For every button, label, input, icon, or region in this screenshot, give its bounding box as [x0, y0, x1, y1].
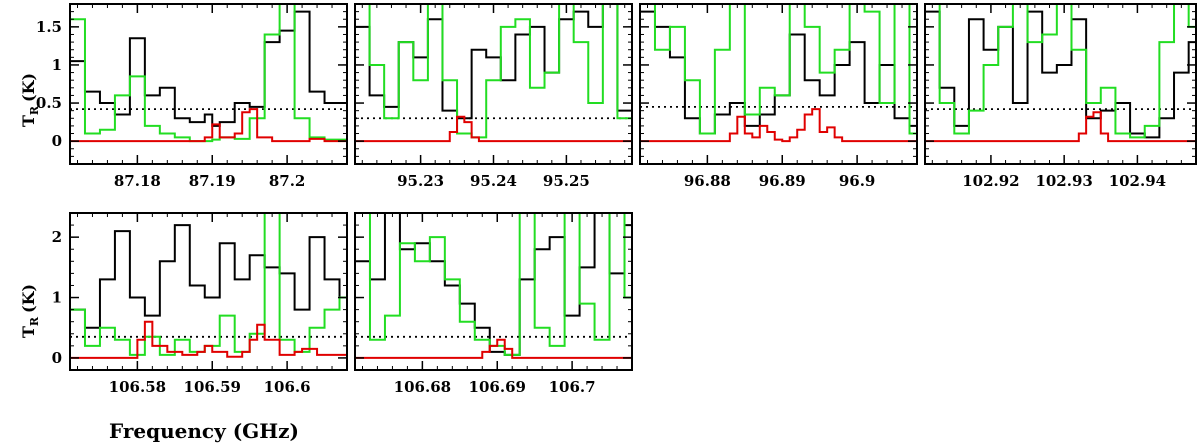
spectrum-series-2 — [70, 4, 347, 143]
y-tick-label: 0.5 — [36, 94, 62, 112]
x-tick-label: 102.94 — [1109, 172, 1166, 190]
spectrum-series-2 — [355, 4, 632, 139]
x-tick-label: 95.23 — [397, 172, 444, 190]
x-tick-label: 95.24 — [470, 172, 517, 190]
spectrum-series-2 — [355, 213, 632, 356]
x-tick-label: 96.9 — [839, 172, 876, 190]
spectrum-panel-5: 106.58 106.59 106.6 0 1 2 — [52, 212, 348, 396]
spectrum-series-3 — [355, 338, 632, 359]
plot-area — [70, 4, 347, 143]
panel-frame — [69, 212, 348, 371]
y-tick-label: 2 — [52, 228, 62, 246]
spectrum-series-1 — [925, 10, 1196, 139]
y-axis-title-top: TR (K) — [19, 73, 41, 127]
panel-frame — [924, 3, 1197, 165]
plot-area — [640, 4, 917, 143]
panel-frame — [69, 3, 348, 165]
svg-text:TR(K): TR (K) — [19, 284, 41, 338]
spectrum-series-1 — [70, 224, 347, 329]
x-tick-label: 106.6 — [264, 378, 311, 396]
x-tick-label: 95.25 — [543, 172, 590, 190]
spectrum-panel-1: 87.18 87.19 87.2 0 0.5 1 1.5 — [36, 3, 348, 190]
y-label-sub: R — [28, 316, 41, 326]
spectrum-panel-6: 106.68 106.69 106.7 — [354, 212, 633, 396]
spectrum-series-3 — [925, 111, 1196, 143]
spectrum-series-3 — [70, 320, 347, 359]
plot-area — [355, 213, 632, 359]
x-tick-label: 106.58 — [109, 378, 166, 396]
y-label-unit: (K) — [19, 73, 38, 102]
panels-group: 87.18 87.19 87.2 0 0.5 1 1.5 95.23 95.24 95.25 96.… — [36, 3, 1197, 396]
spectrum-series-3 — [640, 108, 917, 143]
spectrum-panel-2: 95.23 95.24 95.25 — [354, 3, 633, 190]
plot-area — [925, 4, 1196, 143]
spectrum-series-1 — [355, 213, 632, 356]
x-tick-label: 102.92 — [962, 172, 1019, 190]
spectrum-series-2 — [640, 4, 917, 135]
panel-frame — [354, 212, 633, 371]
x-tick-label: 87.19 — [189, 172, 236, 190]
x-tick-label: 87.18 — [114, 172, 161, 190]
spectrum-series-2 — [70, 213, 347, 356]
x-tick-label: 106.7 — [549, 378, 596, 396]
y-label-main: T — [19, 326, 38, 338]
y-tick-label: 0 — [52, 132, 62, 150]
spectrum-series-3 — [70, 108, 347, 143]
y-tick-label: 1 — [52, 56, 62, 74]
y-tick-label: 1 — [52, 289, 62, 307]
spectrum-panel-4: 102.92 102.93 102.94 — [924, 3, 1197, 190]
y-label-sub: R — [28, 105, 41, 115]
y-label-unit: (K) — [19, 284, 38, 313]
x-tick-label: 106.69 — [469, 378, 526, 396]
spectrum-series-2 — [925, 4, 1196, 139]
spectrum-series-1 — [355, 4, 632, 120]
panel-frame — [639, 3, 918, 165]
spectrum-panel-3: 96.88 96.89 96.9 — [639, 3, 918, 190]
x-tick-label: 106.59 — [184, 378, 241, 396]
x-tick-label: 102.93 — [1035, 172, 1092, 190]
svg-text:TR(K): TR (K) — [19, 73, 41, 127]
y-label-main: T — [19, 115, 38, 127]
plot-area — [70, 213, 347, 359]
y-axis-title-bottom: TR (K) — [19, 284, 41, 338]
plot-area — [355, 4, 632, 143]
x-tick-label: 96.89 — [759, 172, 806, 190]
x-tick-label: 96.88 — [684, 172, 731, 190]
panel-frame — [354, 3, 633, 165]
spectrum-series-1 — [640, 10, 917, 135]
x-tick-label: 106.68 — [394, 378, 451, 396]
y-tick-label: 1.5 — [36, 18, 62, 36]
x-axis-title: Frequency (GHz) — [109, 419, 299, 443]
y-tick-label: 0 — [52, 349, 62, 367]
x-tick-label: 87.2 — [269, 172, 306, 190]
spectrum-series-3 — [355, 115, 632, 143]
